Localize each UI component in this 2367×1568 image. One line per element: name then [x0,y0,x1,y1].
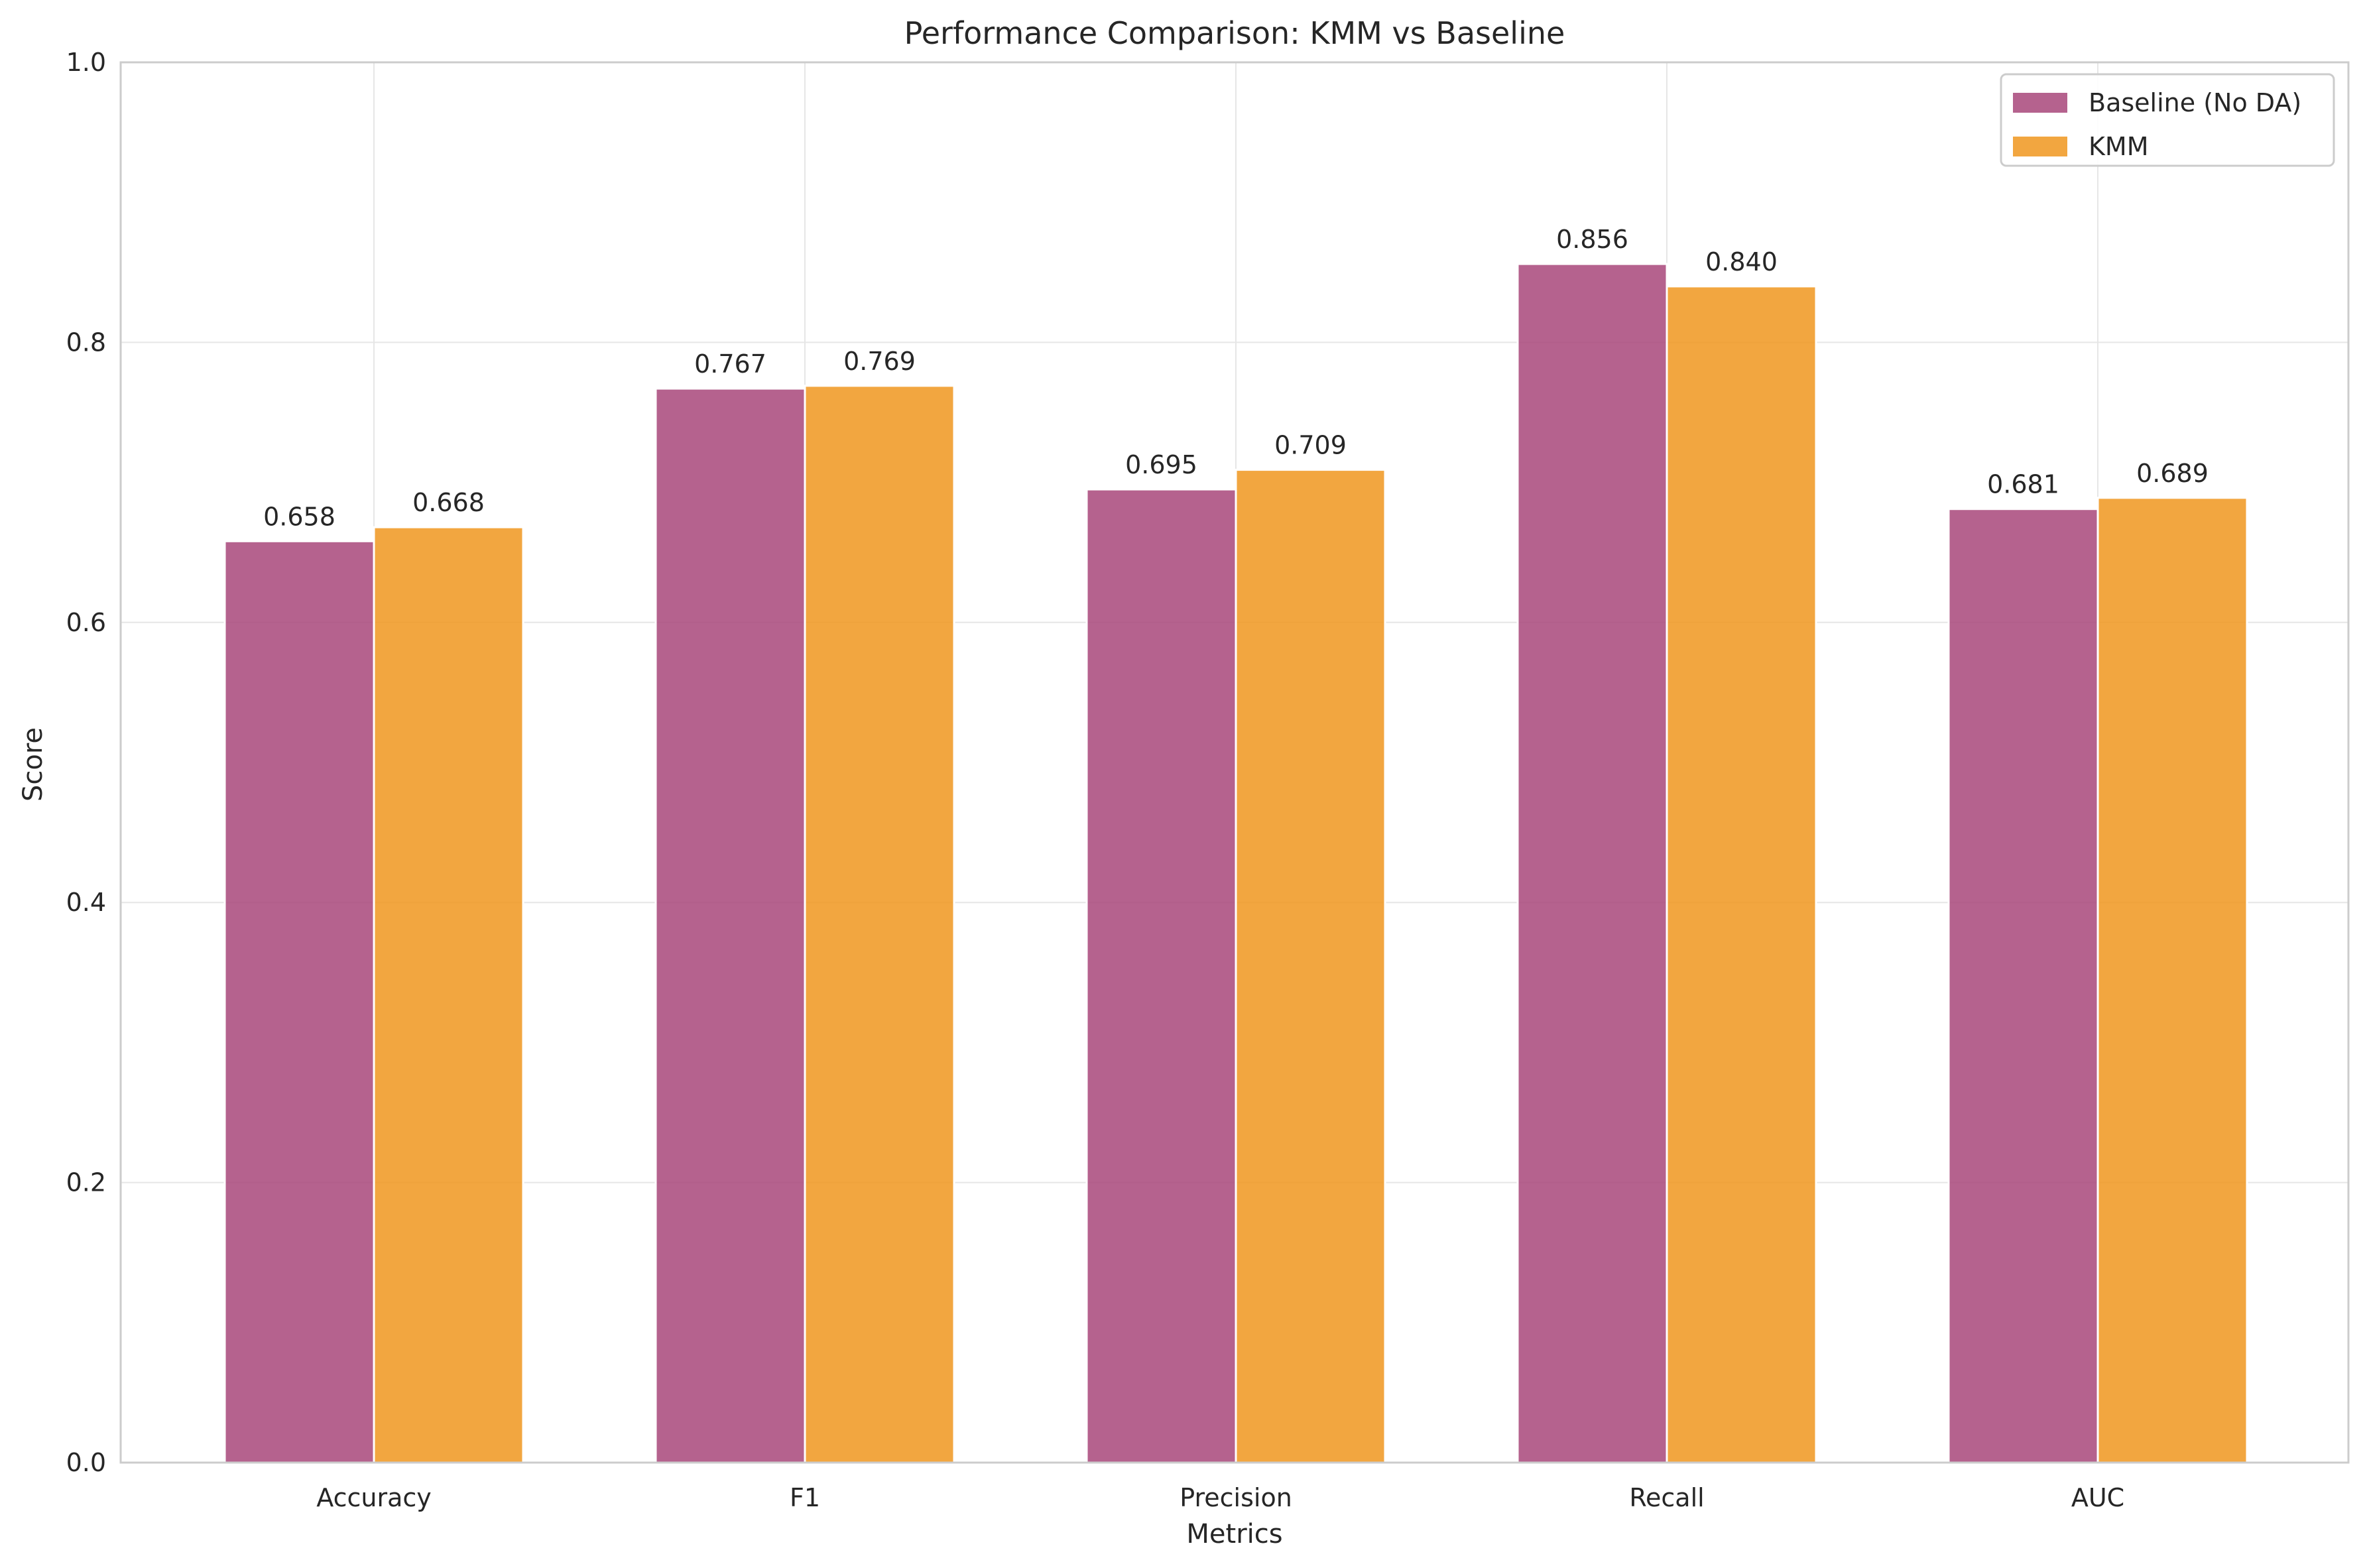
y-tick-label: 1.0 [66,48,106,77]
legend-swatch [2013,93,2067,113]
legend-box [2000,73,2335,167]
bar-value-label: 0.658 [263,502,335,531]
bar-auc-series-1 [2096,497,2248,1464]
bar-value-label: 0.695 [1125,450,1197,479]
bar-value-label: 0.856 [1556,225,1628,254]
bar-value-label: 0.681 [1987,470,2059,499]
x-axis-ticks: Accuracy F1 Precision Recall AUC [316,1483,2124,1512]
plot-frame [119,61,2350,1464]
x-tick-label: Accuracy [316,1483,432,1512]
legend-label: Baseline (No DA) [2089,88,2301,117]
chart-title: Performance Comparison: KMM vs Baseline [904,15,1565,51]
bar-precision-series-1 [1235,469,1386,1464]
bar-value-label: 0.767 [694,349,766,379]
y-tick-label: 0.0 [66,1448,106,1477]
legend-swatch [2013,137,2067,156]
x-axis-label: Metrics [1186,1519,1282,1549]
legend-label: KMM [2089,132,2149,161]
bar-value-label: 0.840 [1705,247,1778,276]
bar-f1-series-1 [804,385,955,1464]
bar-accuracy-series-0 [223,540,375,1464]
bar-auc-series-0 [1947,508,2099,1464]
bar-precision-series-0 [1085,488,1237,1464]
bars [223,263,2248,1464]
y-tick-label: 0.2 [66,1168,106,1197]
x-tick-label: AUC [2071,1483,2124,1512]
value-labels: 0.658 0.668 0.767 0.769 0.695 0.709 0.856 0.840… [263,225,2209,531]
bar-accuracy-series-1 [373,526,524,1464]
y-tick-label: 0.4 [66,888,106,917]
y-tick-label: 0.6 [66,608,106,637]
bar-value-label: 0.668 [412,488,485,517]
y-axis-ticks: 0.0 0.2 0.4 0.6 0.8 1.0 [66,48,106,1477]
bar-value-label: 0.709 [1274,431,1347,460]
bar-value-label: 0.689 [2136,459,2209,488]
bar-recall-series-1 [1666,285,1817,1464]
x-tick-label: Recall [1629,1483,1704,1512]
bar-recall-series-0 [1516,263,1668,1464]
y-axis-label: Score [18,727,48,802]
bar-f1-series-0 [654,387,806,1464]
x-tick-label: F1 [790,1483,820,1512]
legend: Baseline (No DA) KMM [2000,73,2335,167]
bar-value-label: 0.769 [843,347,916,376]
x-tick-label: Precision [1180,1483,1292,1512]
y-tick-label: 0.8 [66,328,106,357]
